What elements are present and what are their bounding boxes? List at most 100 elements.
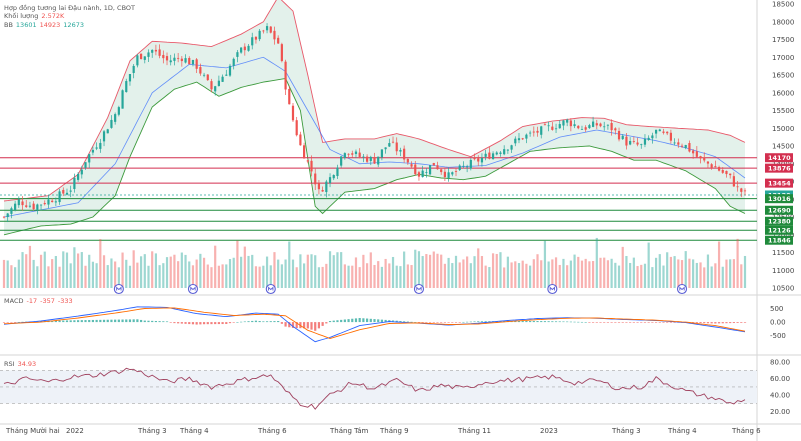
macd-histogram-bar [247,321,250,323]
volume-bar [666,252,669,288]
candle-body [380,149,384,158]
macd-histogram-bar [721,322,724,324]
candle-body [273,30,276,40]
level-tag[interactable] [765,205,793,215]
macd-histogram-bar [369,318,372,323]
volume-bar [491,253,495,288]
volume-bar [499,252,502,288]
volume-bar [569,260,572,288]
level-tag[interactable] [765,178,793,188]
volume-bar [573,254,576,288]
volume-bar [358,267,361,288]
price-tick-label: 17000 [772,54,794,62]
macd-histogram-bar [303,322,306,329]
candle-body [610,123,613,131]
candle-body [288,88,291,105]
candle-body [391,141,395,143]
level-tag[interactable] [765,194,793,204]
event-icon[interactable] [187,283,199,295]
level-tag[interactable] [765,216,793,226]
event-icon[interactable] [547,283,558,295]
macd-histogram-bar [428,322,432,323]
macd-histogram-bar [573,321,576,323]
volume-bar [332,255,335,288]
candle-body [432,162,435,166]
macd-histogram-bar [221,322,224,325]
level-tag[interactable] [765,225,793,235]
macd-histogram-bar [654,322,658,323]
volume-bar [466,256,469,288]
macd-histogram-bar [584,322,587,323]
macd-histogram-bar [232,322,235,323]
event-icon[interactable] [413,283,425,295]
candle-body [128,74,132,82]
volume-bar [225,264,228,288]
volume-bar [458,262,461,288]
volume-bar [158,265,161,288]
event-icon[interactable] [676,283,688,295]
macd-histogram-bar [603,322,606,323]
volume-bar [714,263,717,288]
volume-bar [132,250,135,288]
volume-bar [391,256,395,288]
event-glyph [268,286,274,291]
macd-histogram-bar [143,320,146,323]
price-tick-label: 12000 [772,231,794,239]
candle-body [629,141,632,145]
time-tick-label: Tháng 3 [137,427,167,435]
level-tag[interactable] [765,153,793,163]
level-tag[interactable] [765,163,793,173]
macd-histogram-bar [499,321,502,323]
volume-bar [21,252,24,288]
candle-body [443,171,446,178]
candle-body [506,149,509,151]
candle-body [139,53,143,60]
macd-histogram-bar [380,319,384,323]
volume-bar [347,265,350,288]
volume-bar [51,259,54,288]
candle-body [677,142,680,145]
macd-histogram-bar [451,322,454,323]
macd-histogram-bar [121,319,124,323]
volume-bar [228,259,232,288]
volume-bar [421,256,424,288]
candle-body [562,120,565,126]
price-tick-label: 15000 [772,125,794,133]
volume-bar [717,241,721,288]
price-axis[interactable]: 18500 18000 17500 17000 16500 16000 15500 15000… [765,1,794,417]
macd-histogram-bar [321,322,324,326]
bb-upper-value: 14923 [39,21,61,29]
candle-body [577,125,580,129]
volume-bar [506,256,509,288]
macd-histogram-bar [632,322,635,323]
price-tick-label: 16500 [772,72,794,80]
volume-bar [373,264,376,288]
macd-histogram-bar [88,320,91,323]
time-axis[interactable]: Tháng Mười hai 2022 Tháng 3 Tháng 4 Tháng 6 T… [5,427,761,435]
event-icon[interactable] [113,283,124,295]
event-icon[interactable] [265,283,276,295]
candle-body [421,170,424,178]
candle-body [121,90,124,109]
event-markers[interactable] [113,283,688,295]
volume-bar [36,266,39,288]
macd-histogram-bar [191,322,195,325]
candle-body [132,65,135,73]
macd-histogram-bar [529,321,532,323]
candle-body [595,123,598,126]
candle-body [440,169,443,173]
volume-bar [610,258,613,288]
candle-body [2,216,6,218]
macd-histogram-bar [128,319,132,323]
candle-body [491,153,495,160]
candle-body [199,67,202,74]
volume-bar [354,257,358,288]
candle-body [117,107,120,115]
bb-basis-value: 13601 [15,21,37,29]
candle-body [714,166,717,168]
volume-bar [310,254,313,288]
volume-bar [254,266,258,288]
macd-histogram-bar [714,322,717,324]
level-tag[interactable] [765,235,793,245]
